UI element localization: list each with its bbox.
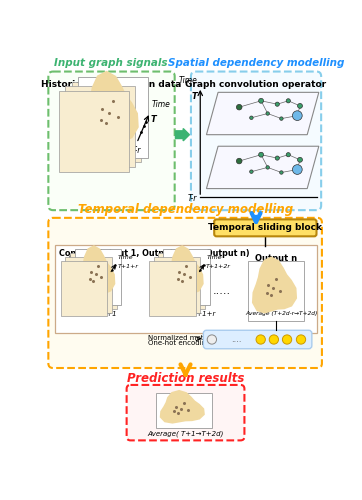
Text: ....: .... (231, 335, 242, 344)
FancyBboxPatch shape (49, 218, 322, 368)
Text: T+1+r: T+1+r (193, 311, 216, 317)
Bar (159, 254, 205, 308)
Polygon shape (78, 245, 115, 298)
Ellipse shape (269, 335, 278, 344)
Text: Output 2: Output 2 (157, 254, 199, 263)
Text: T-r: T-r (188, 194, 197, 203)
Polygon shape (206, 146, 319, 188)
FancyBboxPatch shape (203, 330, 312, 349)
Text: .....: ..... (213, 286, 231, 296)
Text: T+1+r: T+1+r (117, 264, 138, 269)
Text: T: T (151, 116, 156, 124)
Polygon shape (252, 256, 297, 314)
Polygon shape (166, 245, 204, 298)
Bar (248, 261, 304, 321)
Ellipse shape (256, 335, 265, 344)
Ellipse shape (266, 166, 269, 169)
Ellipse shape (298, 158, 302, 162)
Text: Prediction results: Prediction results (127, 372, 244, 385)
Bar (72, 82, 141, 162)
Ellipse shape (298, 104, 302, 108)
Ellipse shape (266, 112, 269, 115)
Text: T: T (191, 92, 197, 102)
Ellipse shape (236, 158, 242, 164)
Bar (59, 91, 129, 172)
Ellipse shape (258, 152, 264, 157)
Bar (78, 77, 148, 158)
Text: Concat (Output 1, Output 2, ... , Output n): Concat (Output 1, Output 2, ... , Output… (59, 248, 250, 258)
Ellipse shape (275, 102, 279, 106)
FancyBboxPatch shape (191, 72, 321, 210)
Text: Time: Time (179, 76, 198, 86)
Text: Spatial dependency modelling: Spatial dependency modelling (168, 58, 344, 68)
Polygon shape (160, 390, 205, 424)
Ellipse shape (296, 335, 306, 344)
Text: Normalized meteorological data: Normalized meteorological data (148, 335, 260, 341)
Ellipse shape (207, 335, 216, 344)
Bar (55, 245, 316, 334)
Text: Output n: Output n (255, 254, 297, 263)
Text: Time: Time (206, 255, 222, 260)
Text: Output 1: Output 1 (69, 254, 111, 263)
Bar (75, 250, 121, 305)
Text: Temporal sliding block: Temporal sliding block (209, 224, 322, 232)
Text: T+1: T+1 (102, 311, 117, 317)
Bar (61, 261, 107, 316)
Polygon shape (206, 146, 319, 188)
Bar (156, 392, 212, 428)
FancyBboxPatch shape (127, 385, 244, 440)
Bar (154, 257, 200, 312)
Ellipse shape (280, 117, 283, 120)
Text: Input graph signals: Input graph signals (54, 58, 168, 68)
Ellipse shape (250, 116, 253, 119)
Ellipse shape (286, 98, 290, 103)
Text: Time: Time (118, 255, 134, 260)
Text: Average( T+1→T+2d): Average( T+1→T+2d) (147, 430, 224, 437)
Bar (163, 250, 210, 305)
Polygon shape (83, 70, 139, 148)
Ellipse shape (292, 164, 302, 174)
FancyBboxPatch shape (49, 72, 175, 210)
Text: Average (T+2d-r→T+2d): Average (T+2d-r→T+2d) (245, 311, 317, 316)
Ellipse shape (292, 111, 302, 120)
Text: T+1+2r: T+1+2r (206, 264, 231, 269)
FancyBboxPatch shape (214, 220, 316, 236)
Ellipse shape (250, 170, 253, 173)
Polygon shape (206, 92, 319, 134)
Text: Historical air pollution data: Historical air pollution data (41, 80, 181, 89)
Text: Temporal dependency modelling: Temporal dependency modelling (78, 202, 293, 215)
Text: T-r: T-r (131, 146, 140, 155)
Bar (149, 261, 195, 316)
Polygon shape (206, 92, 319, 134)
Ellipse shape (275, 156, 279, 160)
Bar (66, 257, 112, 312)
Ellipse shape (236, 104, 242, 110)
Ellipse shape (258, 98, 264, 103)
Bar (70, 254, 117, 308)
Text: Graph convolution operator: Graph convolution operator (185, 80, 327, 89)
Ellipse shape (280, 171, 283, 174)
Text: One-hot encoding of time data: One-hot encoding of time data (148, 340, 256, 346)
FancyArrow shape (176, 128, 189, 141)
Bar (66, 86, 135, 167)
Text: Time: Time (151, 100, 170, 110)
Ellipse shape (282, 335, 292, 344)
Ellipse shape (286, 152, 290, 157)
